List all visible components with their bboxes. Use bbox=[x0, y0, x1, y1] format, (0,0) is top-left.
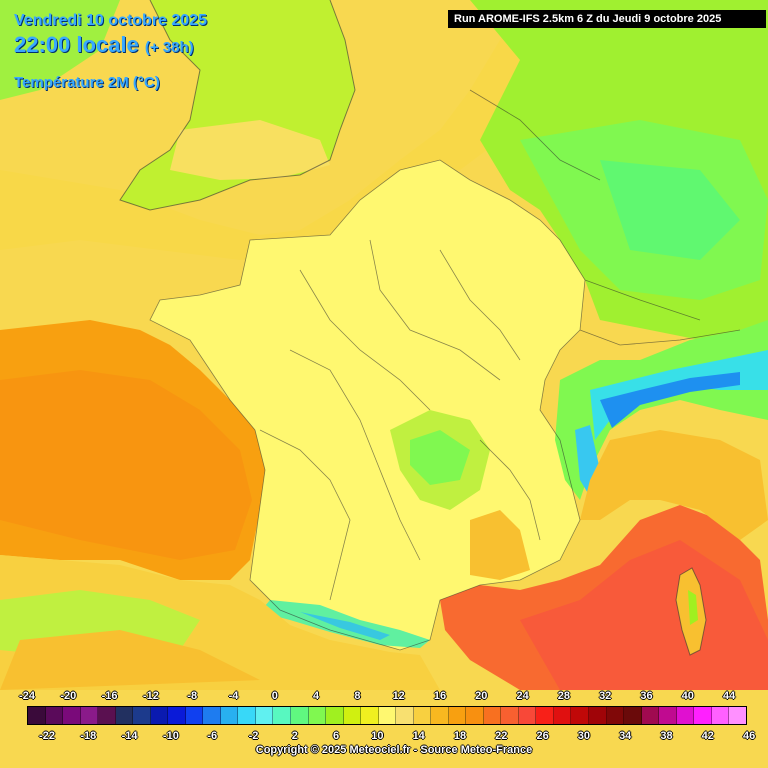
legend-swatch bbox=[98, 707, 116, 724]
legend-swatch bbox=[413, 707, 432, 724]
legend-swatch bbox=[729, 707, 746, 724]
forecast-hour: 22:00 locale bbox=[14, 32, 139, 57]
legend-tick-label: -24 bbox=[19, 690, 35, 702]
temperature-color-scale bbox=[27, 706, 747, 725]
legend-tick-label: 38 bbox=[660, 730, 673, 742]
legend-tick-label: -22 bbox=[39, 730, 55, 742]
forecast-date: Vendredi 10 octobre 2025 bbox=[14, 12, 207, 29]
legend-tick-label: -6 bbox=[207, 730, 218, 742]
legend-tick-label: 0 bbox=[271, 690, 278, 702]
legend-swatch bbox=[203, 707, 221, 724]
legend-tick-label: 18 bbox=[453, 730, 467, 742]
legend-tick-label: 34 bbox=[619, 730, 632, 742]
legend-tick-label: 10 bbox=[371, 730, 384, 742]
legend-swatch bbox=[220, 707, 239, 724]
legend-tick-label: 4 bbox=[313, 690, 320, 702]
legend-tick-label: 14 bbox=[412, 730, 425, 742]
legend-swatch bbox=[63, 707, 81, 724]
legend-swatch bbox=[326, 707, 344, 724]
run-info: Run AROME-IFS 2.5km 6 Z du Jeudi 9 octob… bbox=[448, 10, 766, 28]
legend-tick-label: 24 bbox=[516, 690, 529, 702]
legend-swatch bbox=[185, 707, 204, 724]
variable-label: Température 2M (°C) bbox=[14, 74, 160, 91]
legend-swatch bbox=[133, 707, 151, 724]
legend-tick-label: -16 bbox=[101, 690, 118, 702]
legend-tick-label: 26 bbox=[536, 730, 549, 742]
legend-tick-label: -12 bbox=[142, 690, 159, 702]
legend-swatch bbox=[501, 707, 519, 724]
legend-swatch bbox=[466, 707, 484, 724]
legend-swatch bbox=[361, 707, 379, 724]
legend-tick-label: -18 bbox=[80, 730, 97, 742]
borders bbox=[149, 89, 741, 651]
legend-tick-label: 2 bbox=[291, 730, 298, 742]
legend-swatch bbox=[536, 707, 554, 724]
legend-swatch bbox=[28, 707, 46, 724]
legend-tick-label: 44 bbox=[722, 690, 736, 702]
mediterranean-warm bbox=[520, 540, 768, 690]
legend-swatch bbox=[518, 707, 537, 724]
legend-swatch bbox=[589, 707, 607, 724]
legend-tick-label: 20 bbox=[475, 690, 488, 702]
legend-tick-label: 28 bbox=[557, 690, 571, 702]
legend-swatch bbox=[711, 707, 730, 724]
legend-tick-label: -8 bbox=[187, 690, 198, 702]
legend-swatch bbox=[676, 707, 695, 724]
legend-swatch bbox=[571, 707, 589, 724]
legend-tick-label: 42 bbox=[701, 730, 714, 742]
legend-swatch bbox=[150, 707, 169, 724]
legend-swatch bbox=[431, 707, 449, 724]
rhone-valley bbox=[470, 510, 530, 580]
legend-swatch bbox=[115, 707, 134, 724]
legend-tick-label: 6 bbox=[333, 730, 340, 742]
atlantic-sea-deep bbox=[0, 370, 252, 560]
legend-tick-label: -4 bbox=[228, 690, 239, 702]
legend-swatch bbox=[290, 707, 309, 724]
legend-swatch bbox=[624, 707, 642, 724]
legend-tick-label: 40 bbox=[681, 690, 694, 702]
legend-swatch bbox=[553, 707, 572, 724]
copyright: Copyright © 2025 Meteociel.fr - Source M… bbox=[255, 744, 533, 756]
legend-swatch bbox=[396, 707, 414, 724]
legend-tick-label: 16 bbox=[433, 690, 447, 702]
legend-tick-label: 36 bbox=[640, 690, 653, 702]
legend-swatch bbox=[255, 707, 274, 724]
lead-time: (+ 38h) bbox=[144, 39, 194, 56]
legend-tick-label: 30 bbox=[577, 730, 591, 742]
legend-swatch bbox=[641, 707, 660, 724]
legend-swatch bbox=[378, 707, 397, 724]
legend-tick-label: 22 bbox=[495, 730, 508, 742]
legend-swatch bbox=[273, 707, 291, 724]
legend-tick-label: -20 bbox=[60, 690, 77, 702]
legend-swatch bbox=[694, 707, 712, 724]
legend-tick-label: -10 bbox=[162, 730, 179, 742]
legend-swatch bbox=[606, 707, 625, 724]
italy bbox=[580, 430, 768, 540]
legend-swatch bbox=[168, 707, 186, 724]
legend-swatch bbox=[659, 707, 677, 724]
legend-swatch bbox=[238, 707, 256, 724]
forecast-time: 22:00 locale (+ 38h) bbox=[14, 32, 194, 58]
legend-swatch bbox=[308, 707, 327, 724]
legend-tick-label: -14 bbox=[121, 730, 138, 742]
legend-tick-label: 46 bbox=[742, 730, 756, 742]
legend-swatch bbox=[45, 707, 64, 724]
legend-tick-label: 32 bbox=[599, 690, 612, 702]
legend-swatch bbox=[448, 707, 467, 724]
legend-tick-label: -2 bbox=[248, 730, 259, 742]
legend-swatch bbox=[343, 707, 362, 724]
legend-swatch bbox=[80, 707, 99, 724]
legend-tick-label: 12 bbox=[392, 690, 405, 702]
legend-tick-label: 8 bbox=[354, 690, 361, 702]
legend-swatch bbox=[483, 707, 502, 724]
